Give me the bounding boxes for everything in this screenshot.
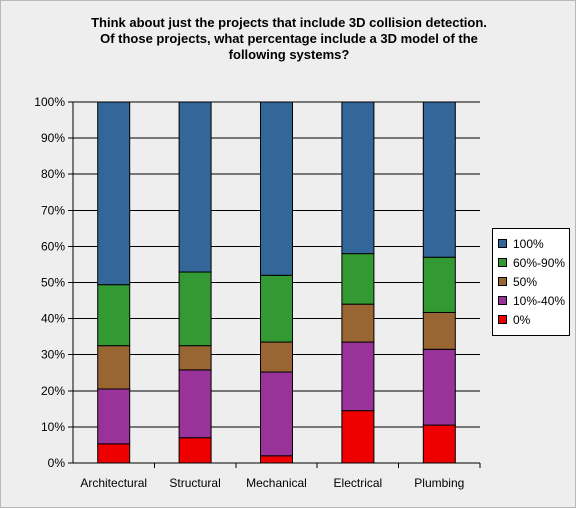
bar-segment-plumbing-50pct — [422, 311, 456, 350]
bar-segment-architectural-0pct — [97, 443, 131, 464]
bar-segment-plumbing-0pct — [422, 424, 456, 464]
y-tick-label: 70% — [41, 203, 65, 217]
legend-swatch — [498, 239, 507, 248]
bar-segment-electrical-10pct-40pct — [341, 341, 375, 412]
bar-segment-mechanical-60pct-90pct — [260, 274, 293, 343]
y-tick-label: 20% — [41, 384, 65, 398]
legend-item: 10%-40% — [498, 291, 569, 310]
bar-segment-architectural-50pct — [97, 345, 131, 390]
bar-segment-structural-10pct-40pct — [178, 369, 212, 439]
x-tick-label: Architectural — [80, 476, 147, 490]
bar-segment-mechanical-50pct — [260, 341, 293, 373]
bar-segment-structural-60pct-90pct — [178, 271, 212, 347]
y-tick-label: 50% — [41, 276, 65, 290]
chart-title: Think about just the projects that inclu… — [21, 15, 557, 63]
bar-segment-mechanical-100pct — [260, 101, 293, 276]
bar-segment-plumbing-100pct — [422, 101, 456, 258]
bar-segment-plumbing-60pct-90pct — [422, 256, 456, 313]
bar-segment-mechanical-10pct-40pct — [260, 371, 293, 457]
bar-segment-electrical-60pct-90pct — [341, 253, 375, 305]
legend-item: 60%-90% — [498, 253, 569, 272]
legend-label: 100% — [513, 236, 544, 251]
bar-segment-mechanical-0pct — [260, 455, 293, 464]
legend-item: 50% — [498, 272, 569, 291]
legend-swatch — [498, 258, 507, 267]
legend-item: 100% — [498, 234, 569, 253]
bar-segment-electrical-100pct — [341, 101, 375, 255]
bar-segment-structural-50pct — [178, 345, 212, 371]
x-tick-label: Plumbing — [414, 476, 464, 490]
y-tick-label: 0% — [48, 456, 66, 470]
y-tick-label: 40% — [41, 312, 65, 326]
legend-swatch — [498, 296, 507, 305]
bar-segment-architectural-10pct-40pct — [97, 388, 131, 445]
bar-segment-electrical-0pct — [341, 410, 375, 464]
chart-legend: 100% 60%-90% 50% 10%-40% 0% — [492, 228, 570, 336]
y-tick-label: 80% — [41, 167, 65, 181]
legend-swatch — [498, 315, 507, 324]
chart-title-line-3: following systems? — [228, 47, 350, 62]
bar-segment-electrical-50pct — [341, 303, 375, 343]
y-tick-label: 10% — [41, 420, 65, 434]
y-tick-label: 100% — [34, 95, 65, 109]
chart-title-line-2: Of those projects, what percentage inclu… — [100, 31, 478, 46]
legend-label: 10%-40% — [513, 293, 566, 308]
bar-segment-structural-0pct — [178, 437, 212, 464]
bar-segment-plumbing-10pct-40pct — [422, 348, 456, 426]
y-tick-label: 60% — [41, 239, 65, 253]
y-tick-label: 90% — [41, 131, 65, 145]
bar-segment-architectural-100pct — [97, 101, 131, 286]
legend-label: 50% — [513, 274, 538, 289]
x-tick-label: Mechanical — [246, 476, 307, 490]
legend-swatch — [498, 277, 507, 286]
x-tick-label: Electrical — [334, 476, 383, 490]
legend-item: 0% — [498, 310, 569, 329]
y-tick-label: 30% — [41, 348, 65, 362]
legend-label: 60%-90% — [513, 255, 566, 270]
chart-title-line-1: Think about just the projects that inclu… — [91, 15, 487, 30]
bar-segment-structural-100pct — [178, 101, 212, 273]
legend-label: 0% — [513, 312, 531, 327]
bar-segment-architectural-60pct-90pct — [97, 284, 131, 347]
x-tick-label: Structural — [169, 476, 220, 490]
